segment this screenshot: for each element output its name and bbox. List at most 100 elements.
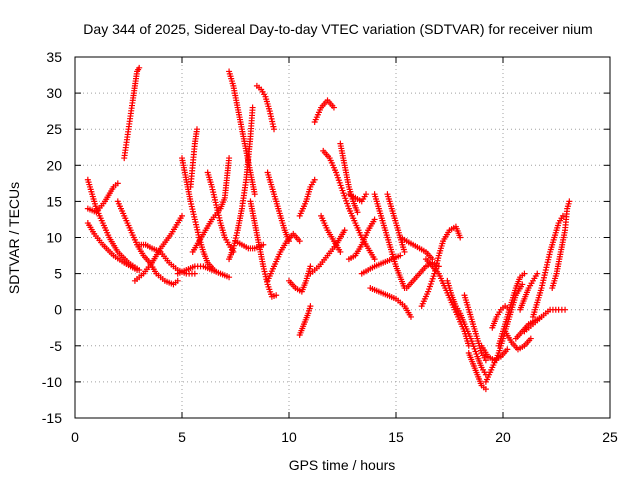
data-track — [307, 227, 348, 277]
data-track — [264, 169, 292, 245]
data-point — [397, 252, 404, 259]
data-point — [559, 212, 566, 219]
data-track — [521, 306, 569, 335]
data-track — [517, 270, 541, 313]
x-tick-label: 25 — [602, 429, 618, 445]
data-track — [179, 155, 218, 273]
data-track — [226, 104, 256, 263]
data-track — [371, 191, 408, 292]
data-point — [330, 104, 337, 111]
data-point — [527, 335, 534, 342]
data-point — [226, 155, 233, 162]
y-tick-label: 5 — [54, 266, 62, 282]
data-point — [191, 270, 198, 277]
x-tick-label: 0 — [71, 429, 79, 445]
data-track — [296, 303, 314, 338]
x-tick-label: 15 — [388, 429, 404, 445]
data-track — [131, 212, 185, 284]
grid-layer — [75, 57, 610, 418]
plot-frame — [74, 56, 611, 419]
y-tick-label: 25 — [46, 121, 62, 137]
x-tick-label: 10 — [281, 429, 297, 445]
data-point — [249, 104, 256, 111]
data-track — [174, 263, 233, 281]
x-tick-label: 5 — [178, 429, 186, 445]
data-track — [345, 191, 370, 205]
data-point — [179, 212, 185, 219]
data-point — [271, 126, 278, 133]
data-point — [482, 386, 489, 393]
y-tick-label: 30 — [46, 85, 62, 101]
data-point — [521, 270, 528, 277]
data-point — [341, 227, 348, 234]
data-track — [189, 155, 233, 255]
data-track — [253, 82, 278, 133]
data-track — [444, 277, 489, 378]
data-point — [273, 292, 280, 299]
data-track — [121, 64, 143, 162]
y-axis-title: SDTVAR / TECUs — [6, 182, 22, 294]
data-track — [204, 169, 237, 255]
data-track — [461, 292, 489, 364]
data-track — [84, 180, 121, 216]
data-track — [502, 328, 534, 353]
data-point — [354, 209, 361, 216]
tick-labels: 0 5 10 15 20 25 -15 -10 -5 0 5 10 15 20 25 30 35 — [42, 49, 618, 445]
data-track — [465, 350, 489, 393]
data-point — [371, 216, 378, 223]
data-point — [193, 126, 200, 133]
data-point — [407, 313, 414, 320]
data-point — [337, 248, 344, 255]
data-track — [495, 270, 528, 349]
data-point — [307, 263, 314, 270]
data-track — [247, 198, 280, 300]
y-tick-label: 35 — [46, 49, 62, 65]
data-point — [371, 256, 378, 263]
data-point — [482, 357, 489, 364]
data-point — [504, 346, 511, 353]
data-point — [401, 248, 408, 255]
y-tick-label: 10 — [46, 230, 62, 246]
data-track — [311, 97, 337, 125]
y-tick-label: 15 — [46, 193, 62, 209]
data-track — [549, 198, 573, 292]
data-point — [457, 234, 464, 241]
data-track — [345, 216, 378, 263]
data-point — [519, 281, 526, 288]
data-track — [367, 285, 414, 320]
data-track — [529, 212, 566, 320]
data-track — [296, 176, 318, 219]
data-point — [311, 176, 318, 183]
data-points-layer — [84, 64, 573, 393]
data-track — [84, 220, 141, 273]
data-point — [534, 270, 541, 277]
data-point — [307, 303, 314, 310]
data-point — [114, 180, 121, 187]
data-point — [296, 238, 303, 245]
y-tick-label: 20 — [46, 157, 62, 173]
data-point — [226, 274, 233, 281]
data-track — [286, 263, 314, 295]
chart-title: Day 344 of 2025, Sidereal Day-to-day VTE… — [83, 21, 592, 37]
y-tick-label: -5 — [50, 338, 63, 354]
data-track — [418, 223, 464, 310]
y-tick-label: -10 — [42, 374, 62, 390]
data-track — [397, 234, 436, 263]
data-point — [286, 238, 292, 245]
data-point — [136, 64, 143, 71]
data-point — [251, 191, 258, 198]
data-point — [174, 277, 181, 284]
data-track — [320, 147, 378, 263]
data-point — [562, 306, 569, 313]
x-tick-label: 20 — [495, 429, 511, 445]
x-axis-title: GPS time / hours — [289, 457, 396, 473]
data-point — [134, 266, 141, 273]
y-tick-label: 0 — [54, 302, 62, 318]
data-track — [187, 126, 200, 190]
data-point — [363, 191, 370, 198]
y-tick-label: -15 — [42, 410, 62, 426]
data-point — [566, 198, 573, 205]
